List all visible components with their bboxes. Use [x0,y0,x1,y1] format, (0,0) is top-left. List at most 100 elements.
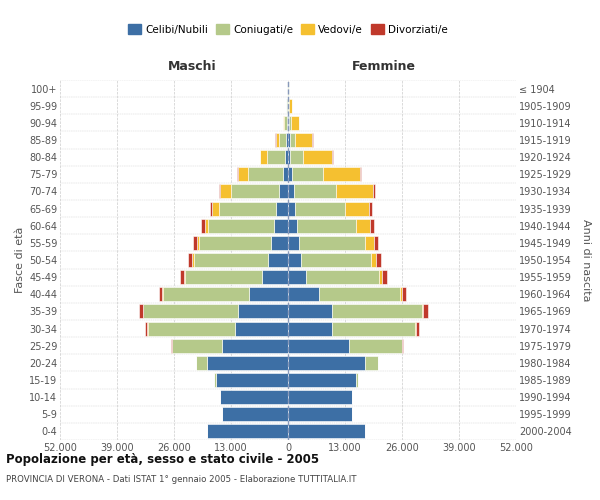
Bar [379,270,382,284]
Legend: Celibi/Nubili, Coniugati/e, Vedovi/e, Divorziati/e: Celibi/Nubili, Coniugati/e, Vedovi/e, Di… [124,20,452,39]
Bar [188,253,193,267]
Bar [209,202,212,215]
Bar [172,338,222,352]
Bar [268,150,285,164]
Bar [185,270,262,284]
Bar [415,322,416,336]
Bar [402,288,406,302]
Bar [143,304,238,318]
Bar [288,218,297,232]
Bar [248,168,283,181]
Bar [307,270,379,284]
Bar [288,304,332,318]
Bar [235,322,288,336]
Bar [288,150,290,164]
Bar [360,168,361,181]
Bar [196,356,207,370]
Bar [373,236,379,250]
Bar [220,390,288,404]
Bar [288,322,332,336]
Bar [290,150,304,164]
Bar [205,218,208,232]
Bar [288,184,294,198]
Bar [194,253,268,267]
Text: Popolazione per età, sesso e stato civile - 2005: Popolazione per età, sesso e stato civil… [6,452,319,466]
Bar [268,253,288,267]
Bar [199,236,271,250]
Bar [288,288,319,302]
Bar [294,184,336,198]
Bar [288,373,356,387]
Bar [332,322,415,336]
Bar [276,133,279,147]
Bar [222,338,288,352]
Y-axis label: Anni di nascita: Anni di nascita [581,219,591,301]
Bar [288,270,307,284]
Bar [145,322,147,336]
Bar [279,184,288,198]
Bar [215,373,288,387]
Bar [288,116,289,130]
Bar [369,202,372,215]
Bar [207,424,288,438]
Bar [238,168,248,181]
Bar [288,253,301,267]
Bar [288,408,352,422]
Bar [271,236,288,250]
Bar [287,116,288,130]
Bar [287,98,288,112]
Bar [279,133,286,147]
Bar [238,304,288,318]
Bar [295,202,345,215]
Bar [285,150,288,164]
Bar [208,218,274,232]
Bar [365,356,378,370]
Bar [323,168,360,181]
Bar [416,322,419,336]
Bar [160,288,163,302]
Bar [319,288,400,302]
Bar [219,202,276,215]
Bar [370,218,374,232]
Bar [197,236,199,250]
Bar [291,116,299,130]
Bar [365,236,373,250]
Bar [290,133,295,147]
Bar [260,150,268,164]
Bar [336,184,373,198]
Bar [180,270,184,284]
Bar [371,253,376,267]
Bar [288,168,292,181]
Bar [295,133,313,147]
Text: Femmine: Femmine [352,60,416,73]
Bar [288,424,365,438]
Bar [184,270,185,284]
Bar [212,202,219,215]
Bar [207,356,288,370]
Bar [373,184,375,198]
Bar [231,184,279,198]
Bar [292,168,323,181]
Bar [283,168,288,181]
Bar [286,98,287,112]
Bar [237,168,238,181]
Bar [376,253,381,267]
Bar [288,236,299,250]
Bar [214,373,215,387]
Bar [286,133,288,147]
Bar [283,116,284,130]
Bar [274,218,288,232]
Bar [356,373,358,387]
Bar [248,288,288,302]
Bar [422,304,423,318]
Bar [382,270,386,284]
Bar [423,304,428,318]
Bar [148,322,235,336]
Bar [332,304,422,318]
Bar [288,356,365,370]
Bar [345,202,369,215]
Bar [171,338,172,352]
Bar [297,218,356,232]
Bar [222,408,288,422]
Bar [299,236,365,250]
